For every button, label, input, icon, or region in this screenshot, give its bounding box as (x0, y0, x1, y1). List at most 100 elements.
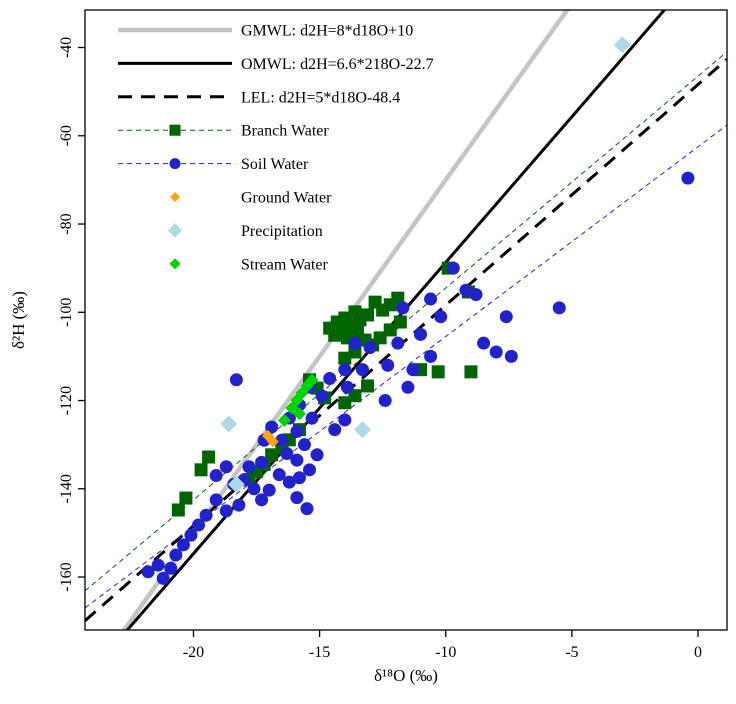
precipitation-point (354, 421, 371, 439)
soil-water-point (290, 424, 304, 438)
soil-water-point (292, 471, 306, 485)
x-tick-label: -10 (435, 644, 456, 661)
soil-water-point (280, 446, 294, 460)
y-tick-label: -120 (58, 386, 75, 415)
series-soil-water (141, 171, 695, 585)
legend-label: Stream Water (241, 256, 329, 273)
y-tick-label: -100 (58, 298, 75, 327)
branch-water-point (348, 305, 362, 319)
series-ground-water (262, 429, 279, 448)
y-tick-label: -160 (58, 562, 75, 591)
precipitation-point (220, 415, 238, 433)
soil-water-point (275, 433, 289, 447)
soil-water-point (303, 463, 317, 477)
soil-water-point (338, 363, 352, 377)
legend-label: Branch Water (241, 123, 329, 140)
series-stream-water (277, 373, 319, 427)
soil-water-point (499, 310, 513, 324)
soil-water-point (184, 528, 198, 542)
x-axis-label: δ¹⁸O (‰) (374, 666, 438, 685)
legend-label: GMWL: d2H=8*d18O+10 (241, 23, 413, 40)
soil-water-point (391, 336, 405, 350)
soil-water-point (247, 482, 261, 496)
soil-water-point (141, 565, 155, 579)
branch-water-point (171, 503, 185, 517)
series-precipitation (220, 36, 631, 493)
soil-water-point (489, 345, 503, 359)
soil-water-point (328, 423, 342, 437)
legend-marker-soil-water (169, 158, 181, 170)
legend-marker-precipitation (167, 223, 183, 238)
soil-water-point (459, 283, 473, 297)
x-tick-label: -5 (565, 644, 578, 661)
branch-water-point (393, 315, 407, 329)
soil-water-point (315, 389, 329, 403)
branch-water-point (194, 463, 208, 477)
plot-box (84, 9, 728, 631)
precipitation-point (227, 475, 245, 493)
soil-water-point (192, 518, 206, 532)
x-tick-label: 0 (694, 644, 702, 661)
soil-water-point (552, 301, 566, 315)
branch-water-point (338, 351, 352, 365)
soil-water-point (209, 493, 223, 507)
refline-gmwl (121, 10, 570, 630)
legend-marker-branch-water (169, 124, 181, 136)
x-tick-label: -15 (309, 644, 330, 661)
refline-lel (85, 58, 727, 622)
soil-water-point (305, 411, 319, 425)
soil-water-point (169, 548, 183, 562)
soil-water-point (355, 363, 369, 377)
soil-water-point (290, 491, 304, 505)
x-tick-label: -20 (183, 644, 204, 661)
branch-water-point (202, 450, 216, 464)
soil-water-point (681, 171, 695, 185)
stream-water-point (277, 413, 291, 427)
legend-label: OMWL: d2H=6.6*218O-22.7 (241, 56, 434, 73)
soil-water-point (300, 502, 314, 516)
branch-water-point (348, 389, 362, 403)
soil-water-point (219, 504, 233, 518)
soil-water-point (477, 336, 491, 350)
soil-water-point (156, 571, 170, 585)
soil-water-point (176, 538, 190, 552)
stream-water-point (305, 373, 319, 387)
branch-water-point (179, 491, 193, 505)
soil-water-point (242, 460, 256, 474)
soil-water-point (262, 483, 276, 497)
branch-water-point (338, 396, 352, 410)
soil-water-point (414, 327, 428, 341)
soil-water-point (219, 460, 233, 474)
ground-water-point (267, 435, 279, 448)
precipitation-point (613, 36, 631, 54)
soil-water-point (401, 380, 415, 394)
soil-water-point (424, 349, 438, 363)
soil-water-point (255, 493, 269, 507)
soil-water-point (469, 288, 483, 302)
legend-label: LEL: d2H=5*d18O-48.4 (241, 89, 400, 106)
stream-water-point (292, 407, 306, 421)
soil-water-point (434, 310, 448, 324)
soil-water-point (424, 292, 438, 306)
legend: GMWL: d2H=8*d18O+10 OMWL: d2H=6.6*218O-22… (118, 23, 434, 273)
y-tick-label: -80 (58, 213, 75, 234)
branch-water-point (323, 321, 337, 335)
soil-water-point (282, 475, 296, 489)
soil-water-point (290, 453, 304, 467)
soil-water-point (255, 455, 269, 469)
y-tick-label: -140 (58, 474, 75, 503)
soil-water-point (340, 380, 354, 394)
branch-water-point (361, 379, 375, 393)
legend-label: Precipitation (241, 223, 323, 240)
soil-water-point (378, 394, 392, 408)
soil-water-point (209, 469, 223, 483)
soil-water-point (272, 468, 286, 482)
soil-water-point (199, 508, 213, 522)
soil-water-point (348, 336, 362, 350)
plot-area (85, 10, 727, 630)
branch-water-point (464, 365, 478, 379)
soil-water-point (265, 420, 279, 434)
branch-water-point (431, 365, 445, 379)
